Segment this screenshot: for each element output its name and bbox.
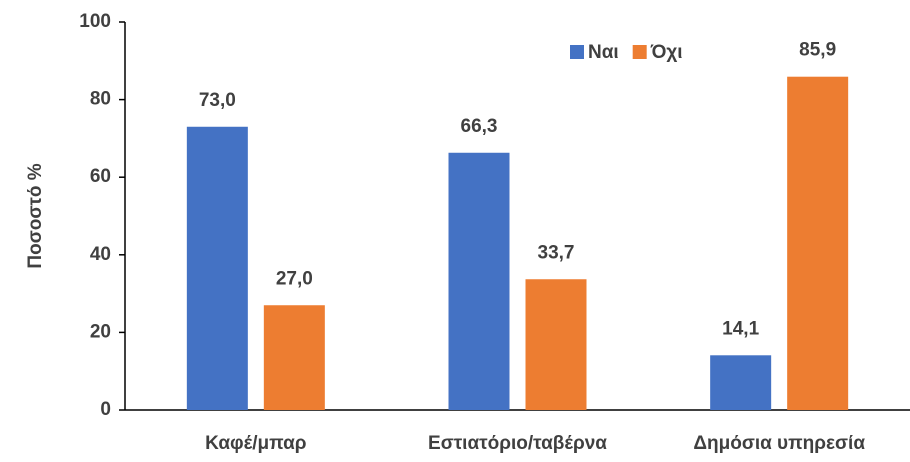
- bar: [186, 126, 248, 410]
- y-tick-label: 0: [100, 399, 111, 420]
- x-tick-label: Εστιατόριο/ταβέρνα: [428, 433, 607, 454]
- y-tick-label: 80: [90, 89, 111, 110]
- bar: [448, 152, 510, 411]
- value-label: 73,0: [199, 90, 236, 111]
- bar: [710, 355, 772, 410]
- legend-swatch: [570, 45, 584, 59]
- bar: [525, 279, 587, 410]
- value-label: 14,1: [722, 318, 759, 339]
- y-tick-label: 40: [90, 244, 111, 265]
- bar: [263, 305, 325, 410]
- bar: [787, 76, 849, 410]
- y-tick-label: 100: [79, 11, 111, 32]
- y-tick-label: 60: [90, 166, 111, 187]
- value-label: 85,9: [799, 40, 836, 61]
- x-tick-label: Δημόσια υπηρεσία: [693, 433, 865, 454]
- y-axis-label: Ποσοστό %: [25, 163, 46, 268]
- legend-label: Όχι: [650, 42, 683, 63]
- legend-swatch: [632, 45, 647, 59]
- value-label: 33,7: [538, 242, 575, 263]
- value-label: 27,0: [276, 268, 313, 289]
- y-tick-label: 20: [90, 321, 111, 342]
- legend-label: Ναι: [588, 42, 619, 63]
- value-label: 66,3: [461, 116, 498, 137]
- x-tick-label: Καφέ/μπαρ: [205, 433, 307, 454]
